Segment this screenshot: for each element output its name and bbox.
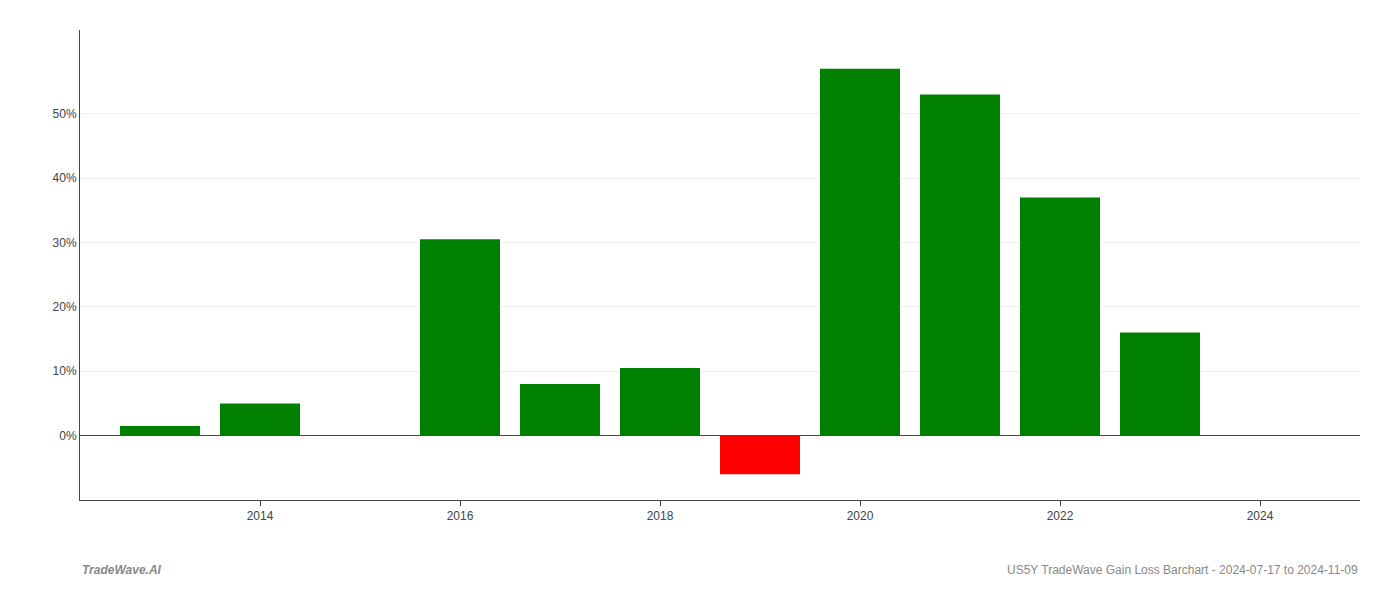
svg-text:2024: 2024 bbox=[1247, 509, 1274, 523]
svg-text:2016: 2016 bbox=[447, 509, 474, 523]
svg-text:30%: 30% bbox=[53, 236, 77, 250]
svg-text:10%: 10% bbox=[53, 364, 77, 378]
svg-text:50%: 50% bbox=[53, 107, 77, 121]
svg-text:20%: 20% bbox=[53, 300, 77, 314]
svg-text:40%: 40% bbox=[53, 171, 77, 185]
svg-text:TradeWave.AI: TradeWave.AI bbox=[82, 563, 162, 577]
svg-text:2020: 2020 bbox=[847, 509, 874, 523]
svg-text:2018: 2018 bbox=[647, 509, 674, 523]
svg-text:2022: 2022 bbox=[1047, 509, 1074, 523]
svg-text:2014: 2014 bbox=[247, 509, 274, 523]
svg-text:0%: 0% bbox=[59, 429, 77, 443]
svg-text:US5Y TradeWave Gain Loss Barch: US5Y TradeWave Gain Loss Barchart - 2024… bbox=[1007, 563, 1358, 577]
